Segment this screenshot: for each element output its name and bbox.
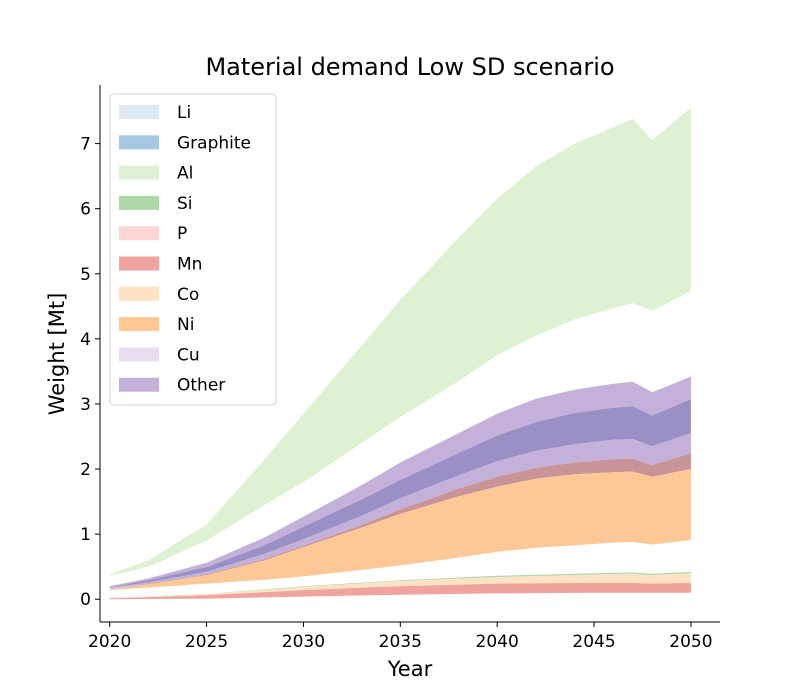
y-axis-title: Weight [Mt] [45,293,69,416]
y-tick-label: 4 [80,330,91,350]
x-tick-label: 2045 [572,632,615,652]
legend-label-co: Co [177,285,199,305]
area-band-ni-upper-5 [109,469,691,591]
legend-label-li: Li [177,103,191,123]
x-ticks: 2020 2025 2030 2035 2040 2045 2050 [88,622,713,652]
area-band-graphite-upper-2 [109,399,691,589]
legend-swatch-si [119,195,159,210]
legend-label-graphite: Graphite [177,133,251,153]
x-tick-label: 2040 [476,632,519,652]
x-tick-label: 2035 [379,632,422,652]
legend-label-cu: Cu [177,345,200,365]
area-band-other-upper-1 [109,376,691,588]
chart-title: Material demand Low SD scenario [205,53,614,81]
legend-label-si: Si [177,194,193,214]
area-bands [109,107,691,600]
legend-swatch-other [119,377,159,392]
area-band-mn-upper-4 [109,453,691,590]
legend-swatch-mn [119,256,159,271]
legend-swatch-cu [119,347,159,362]
legend-label-al: Al [177,164,193,184]
y-tick-label: 6 [80,200,91,220]
legend-label-ni: Ni [177,315,194,335]
legend-label-mn: Mn [177,255,202,275]
x-tick-label: 2025 [185,632,228,652]
y-tick-label: 0 [80,590,91,610]
y-tick-label: 1 [80,525,91,545]
area-band-al-upper-0 [109,107,691,576]
x-axis-title: Year [387,657,433,681]
x-tick-label: 2050 [669,632,712,652]
legend-swatch-ni [119,317,159,332]
y-tick-label: 2 [80,460,91,480]
y-tick-label: 5 [80,265,91,285]
y-tick-label: 3 [80,395,91,415]
y-tick-label: 7 [80,135,91,155]
y-ticks: 0 1 2 3 4 5 6 7 [80,135,100,610]
legend-swatch-p [119,226,159,241]
legend: Li Graphite Al Si P Mn Co Ni Cu Other [109,93,277,406]
area-band-co-7 [109,573,691,599]
legend-label-other: Other [177,376,225,396]
legend-swatch-co [119,286,159,301]
x-tick-label: 2030 [282,632,325,652]
legend-swatch-al [119,165,159,180]
area-band-si-6 [109,571,691,599]
area-band-mn-8 [109,582,691,600]
x-tick-label: 2020 [88,632,131,652]
legend-swatch-li [119,105,159,119]
legend-label-p: P [177,224,187,244]
legend-swatch-graphite [119,135,159,150]
area-band-cu-upper-3 [109,433,691,590]
axes [99,85,720,623]
